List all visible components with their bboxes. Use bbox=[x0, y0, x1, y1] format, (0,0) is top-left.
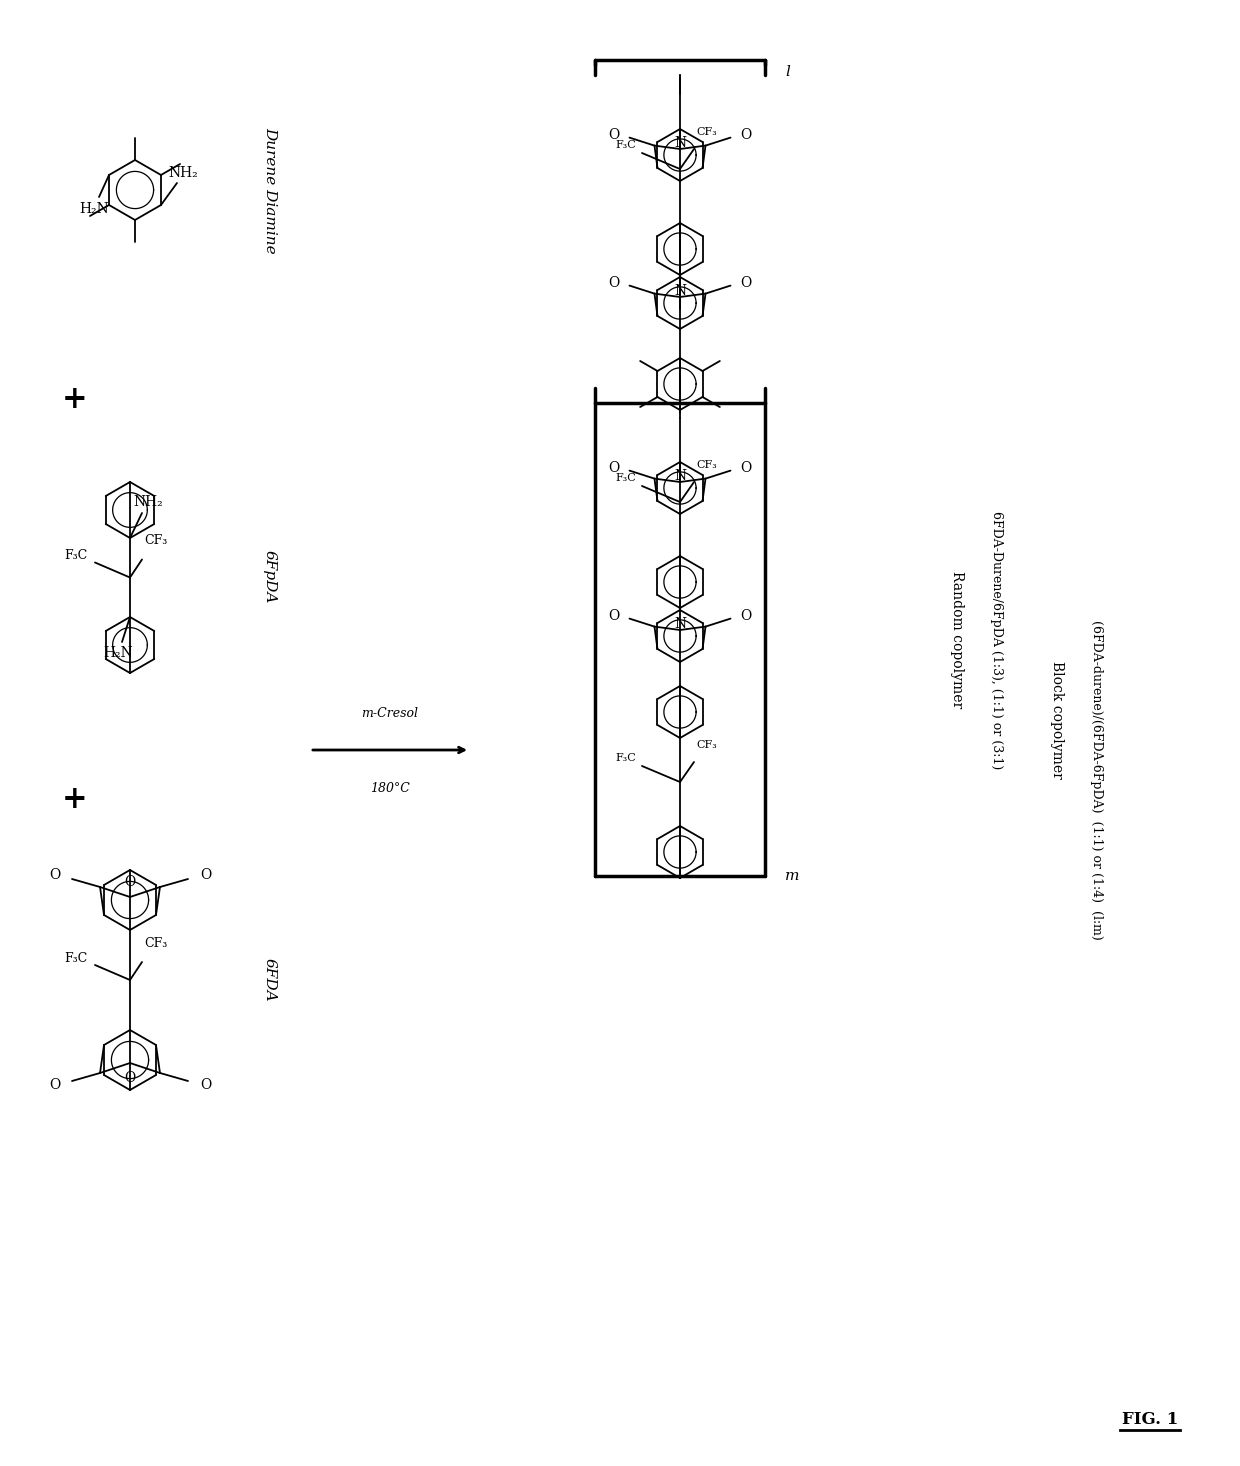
Text: l: l bbox=[785, 65, 790, 79]
Text: CF₃: CF₃ bbox=[696, 740, 717, 751]
Text: O: O bbox=[48, 868, 60, 883]
Text: O: O bbox=[124, 875, 135, 888]
Text: CF₃: CF₃ bbox=[696, 460, 717, 471]
Text: F₃C: F₃C bbox=[615, 474, 636, 482]
Text: CF₃: CF₃ bbox=[144, 937, 167, 950]
Text: O: O bbox=[740, 460, 751, 475]
Text: O: O bbox=[200, 1078, 211, 1092]
Text: N: N bbox=[673, 284, 686, 298]
Text: O: O bbox=[740, 128, 751, 142]
Text: m-Cresol: m-Cresol bbox=[362, 707, 419, 720]
Text: F₃C: F₃C bbox=[615, 139, 636, 150]
Text: N: N bbox=[673, 136, 686, 150]
Text: H₂N: H₂N bbox=[79, 202, 109, 216]
Text: O: O bbox=[740, 276, 751, 290]
Text: O: O bbox=[609, 460, 620, 475]
Text: m: m bbox=[785, 869, 800, 883]
Text: +: + bbox=[62, 784, 88, 815]
Text: 180°C: 180°C bbox=[370, 781, 410, 795]
Text: CF₃: CF₃ bbox=[696, 128, 717, 136]
Text: NH₂: NH₂ bbox=[133, 496, 162, 509]
Text: N: N bbox=[673, 617, 686, 630]
Text: N: N bbox=[673, 469, 686, 482]
Text: (6FDA-durene)/(6FDA-6FpDA)  (1:1) or (1:4)  (l:m): (6FDA-durene)/(6FDA-6FpDA) (1:1) or (1:4… bbox=[1090, 620, 1104, 940]
Text: O: O bbox=[740, 608, 751, 623]
Text: NH₂: NH₂ bbox=[169, 166, 198, 180]
Text: Durene Diamine: Durene Diamine bbox=[263, 126, 277, 254]
Text: O: O bbox=[609, 276, 620, 290]
Text: O: O bbox=[609, 608, 620, 623]
Text: CF₃: CF₃ bbox=[144, 535, 167, 547]
Text: O: O bbox=[609, 128, 620, 142]
Text: F₃C: F₃C bbox=[64, 548, 88, 561]
Text: F₃C: F₃C bbox=[64, 951, 88, 965]
Text: Random copolymer: Random copolymer bbox=[950, 572, 963, 708]
Text: O: O bbox=[200, 868, 211, 883]
Text: 6FDA: 6FDA bbox=[263, 959, 277, 1001]
Text: Block copolymer: Block copolymer bbox=[1050, 661, 1064, 778]
Text: 6FDA-Durene/6FpDA (1:3), (1:1) or (3:1): 6FDA-Durene/6FpDA (1:3), (1:1) or (3:1) bbox=[990, 510, 1003, 770]
Text: O: O bbox=[48, 1078, 60, 1092]
Text: F₃C: F₃C bbox=[615, 754, 636, 762]
Text: +: + bbox=[62, 384, 88, 415]
Text: FIG. 1: FIG. 1 bbox=[1122, 1412, 1178, 1428]
Text: O: O bbox=[124, 1072, 135, 1085]
Text: H₂N: H₂N bbox=[103, 647, 133, 660]
Text: 6FpDA: 6FpDA bbox=[263, 550, 277, 604]
